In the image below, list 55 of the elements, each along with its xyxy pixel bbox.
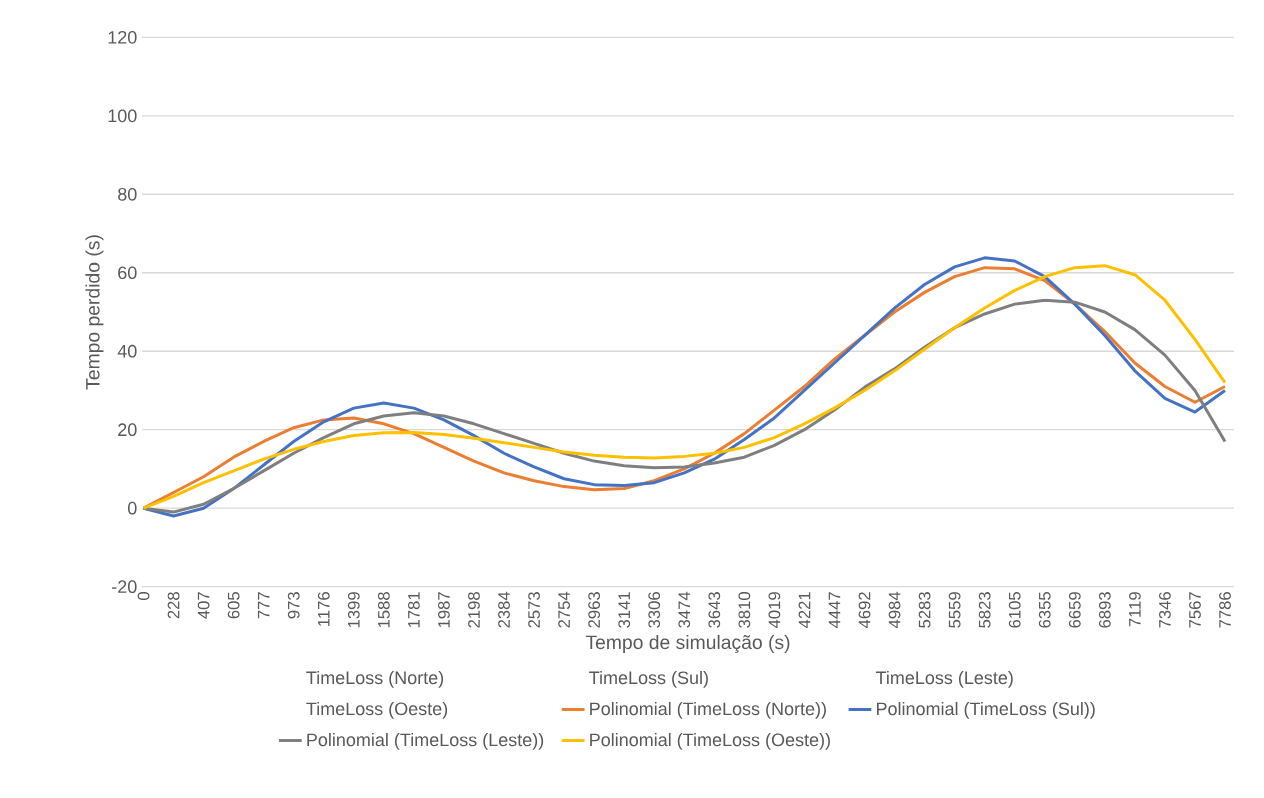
x-tick-label: 4447 <box>828 592 841 629</box>
x-tick-label: 228 <box>167 592 180 619</box>
legend-label: Polinomial (TimeLoss (Leste)) <box>307 733 544 750</box>
legend-label: Polinomial (TimeLoss (Oeste)) <box>590 733 830 750</box>
text: TimeLoss (Oeste) <box>306 701 448 719</box>
x-tick-label: 5823 <box>978 592 991 628</box>
x-tick-label: 5559 <box>948 592 961 628</box>
x-tick-label: 2754 <box>558 591 570 628</box>
x-tick-label: 5283 <box>918 592 931 628</box>
x-tick-label: 7567 <box>1189 592 1201 628</box>
x-tick-label: 1781 <box>407 592 420 628</box>
x-tick-label: 7786 <box>1219 592 1231 628</box>
x-tick-label: 3810 <box>738 592 751 628</box>
x-tick-label: 1176 <box>317 592 330 626</box>
x-tick-label: 0 <box>137 592 150 600</box>
x-tick-label: 973 <box>287 592 300 619</box>
x-tick-label: 4019 <box>768 592 781 629</box>
x-tick-label: 2963 <box>588 592 601 628</box>
text: TimeLoss (Norte) <box>306 670 444 688</box>
y-tick-label: 100 <box>108 109 137 123</box>
text: TimeLoss (Leste) <box>875 670 1013 688</box>
x-tick-label: 7119 <box>1128 592 1141 627</box>
x-axis-title: Tempo de simulação (s) <box>585 634 790 654</box>
y-tick-label: 20 <box>118 423 137 437</box>
x-tick-label: 1588 <box>377 592 390 628</box>
x-tick-label: 777 <box>257 592 270 619</box>
x-tick-label: 7346 <box>1159 592 1171 628</box>
y-tick-label: 60 <box>118 266 137 280</box>
x-tick-label: 1987 <box>438 592 450 628</box>
y-tick-label: 40 <box>117 344 137 358</box>
legend-label: Polinomial (TimeLoss (Norte)) <box>590 701 826 719</box>
x-tick-label: 6659 <box>1068 592 1081 628</box>
text: TimeLoss (Sul) <box>589 670 708 688</box>
legend-label: Polinomial (TimeLoss (Sul)) <box>877 701 1095 719</box>
x-tick-label: 2198 <box>468 592 480 628</box>
x-tick-label: 6355 <box>1038 592 1051 628</box>
x-tick-label: 6893 <box>1098 592 1111 628</box>
x-tick-label: 3141 <box>618 592 631 628</box>
x-tick-label: 4221 <box>798 592 811 629</box>
x-tick-label: 3643 <box>708 592 721 628</box>
y-tick-label: 80 <box>118 187 137 201</box>
x-tick-label: 3474 <box>678 591 691 628</box>
y-tick-label: 0 <box>128 501 137 515</box>
y-axis-title: Tempo perdido (s) <box>85 235 104 390</box>
x-tick-label: 3306 <box>648 592 661 628</box>
x-tick-label: 1399 <box>347 592 360 628</box>
y-tick-label: -20 <box>112 580 137 594</box>
x-tick-label: 4984 <box>888 591 901 629</box>
x-tick-label: 2573 <box>528 592 540 628</box>
x-tick-label: 6105 <box>1008 592 1021 628</box>
x-tick-label: 605 <box>227 592 240 619</box>
y-tick-label: 120 <box>108 30 137 44</box>
x-tick-label: 4692 <box>858 592 871 629</box>
x-tick-label: 407 <box>197 592 210 619</box>
x-tick-label: 2384 <box>498 591 510 628</box>
